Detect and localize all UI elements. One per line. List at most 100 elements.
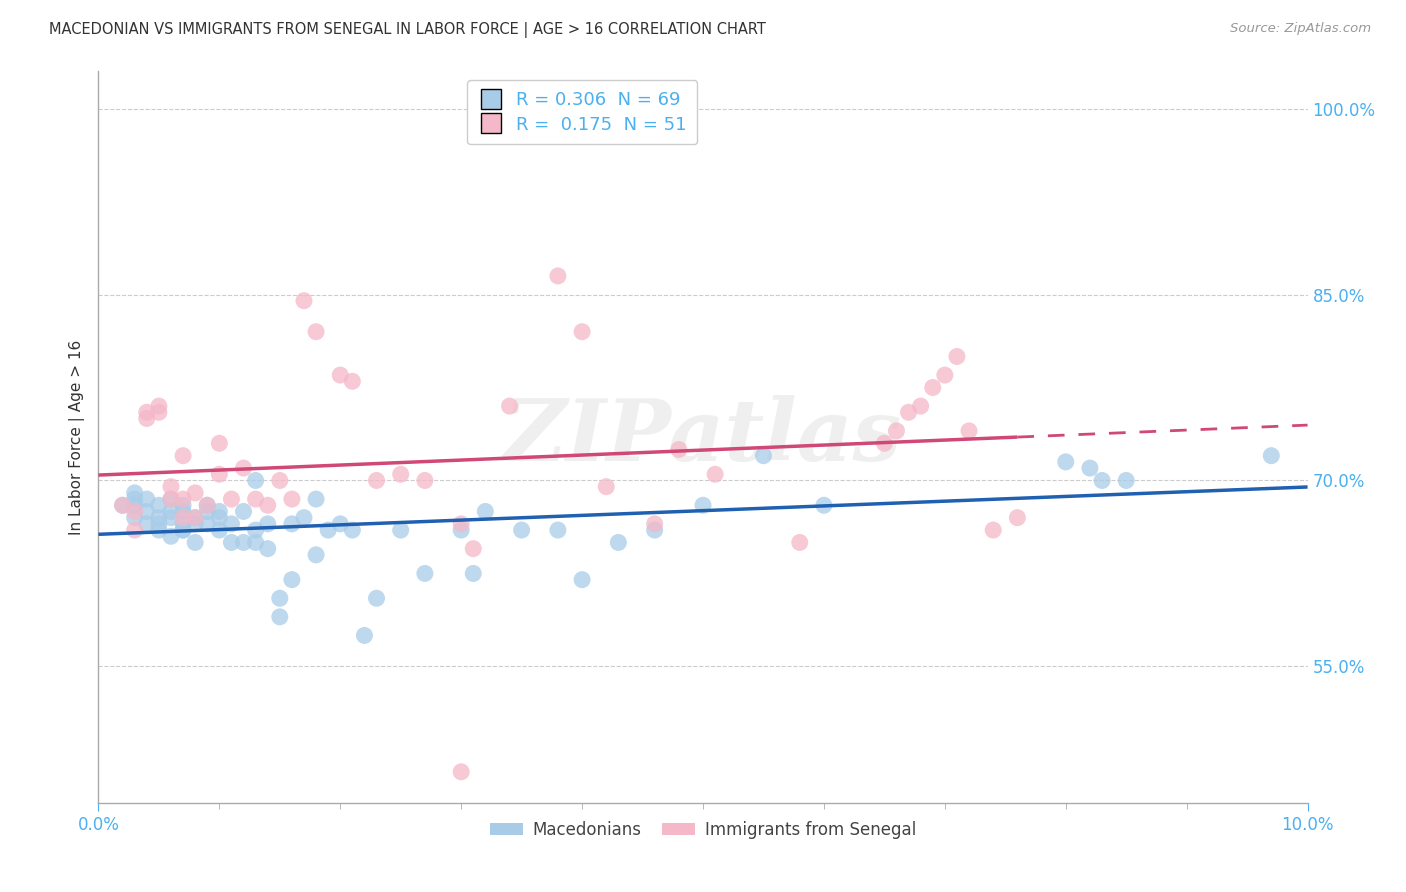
Point	[897, 405, 920, 419]
Point	[413, 474, 436, 488]
Point	[450, 764, 472, 779]
Point	[124, 510, 146, 524]
Point	[366, 591, 388, 606]
Point	[172, 510, 194, 524]
Point	[195, 498, 218, 512]
Point	[245, 523, 267, 537]
Point	[873, 436, 896, 450]
Point	[1007, 510, 1029, 524]
Point	[1115, 474, 1137, 488]
Point	[644, 516, 666, 531]
Point	[389, 467, 412, 482]
Point	[886, 424, 908, 438]
Point	[208, 504, 231, 518]
Point	[305, 548, 328, 562]
Point	[813, 498, 835, 512]
Point	[111, 498, 134, 512]
Text: MACEDONIAN VS IMMIGRANTS FROM SENEGAL IN LABOR FORCE | AGE > 16 CORRELATION CHAR: MACEDONIAN VS IMMIGRANTS FROM SENEGAL IN…	[49, 22, 766, 38]
Point	[789, 535, 811, 549]
Point	[413, 566, 436, 581]
Point	[692, 498, 714, 512]
Point	[208, 436, 231, 450]
Point	[474, 504, 496, 518]
Point	[111, 498, 134, 512]
Point	[124, 498, 146, 512]
Point	[148, 498, 170, 512]
Point	[305, 491, 328, 506]
Point	[245, 535, 267, 549]
Point	[1078, 461, 1101, 475]
Point	[752, 449, 775, 463]
Point	[281, 491, 304, 506]
Point	[957, 424, 980, 438]
Text: Source: ZipAtlas.com: Source: ZipAtlas.com	[1230, 22, 1371, 36]
Point	[329, 516, 352, 531]
Point	[221, 535, 243, 549]
Point	[1054, 455, 1077, 469]
Point	[269, 610, 291, 624]
Point	[172, 449, 194, 463]
Point	[607, 535, 630, 549]
Point	[148, 399, 170, 413]
Point	[934, 368, 956, 383]
Point	[184, 486, 207, 500]
Point	[160, 529, 183, 543]
Point	[160, 504, 183, 518]
Point	[463, 566, 485, 581]
Point	[172, 498, 194, 512]
Point	[389, 523, 412, 537]
Point	[595, 480, 617, 494]
Point	[946, 350, 969, 364]
Point	[184, 535, 207, 549]
Point	[221, 516, 243, 531]
Point	[148, 523, 170, 537]
Point	[172, 504, 194, 518]
Point	[910, 399, 932, 413]
Point	[195, 504, 218, 518]
Point	[135, 504, 157, 518]
Point	[172, 491, 194, 506]
Point	[269, 591, 291, 606]
Point	[342, 374, 364, 388]
Point	[184, 510, 207, 524]
Point	[1091, 474, 1114, 488]
Point	[135, 411, 157, 425]
Point	[981, 523, 1004, 537]
Point	[135, 516, 157, 531]
Point	[172, 516, 194, 531]
Point	[305, 325, 328, 339]
Point	[366, 474, 388, 488]
Point	[221, 491, 243, 506]
Point	[281, 516, 304, 531]
Point	[668, 442, 690, 457]
Point	[160, 510, 183, 524]
Point	[1260, 449, 1282, 463]
Point	[316, 523, 339, 537]
Point	[160, 480, 183, 494]
Point	[195, 516, 218, 531]
Point	[256, 498, 278, 512]
Point	[232, 461, 254, 475]
Point	[547, 523, 569, 537]
Point	[571, 573, 593, 587]
Point	[135, 491, 157, 506]
Point	[256, 516, 278, 531]
Point	[644, 523, 666, 537]
Point	[498, 399, 520, 413]
Point	[184, 510, 207, 524]
Point	[342, 523, 364, 537]
Point	[510, 523, 533, 537]
Point	[195, 498, 218, 512]
Point	[184, 516, 207, 531]
Point	[232, 504, 254, 518]
Point	[329, 368, 352, 383]
Point	[172, 523, 194, 537]
Point	[292, 510, 315, 524]
Point	[208, 467, 231, 482]
Point	[232, 535, 254, 549]
Text: ZIPatlas: ZIPatlas	[503, 395, 903, 479]
Point	[208, 523, 231, 537]
Point	[292, 293, 315, 308]
Point	[172, 523, 194, 537]
Point	[571, 325, 593, 339]
